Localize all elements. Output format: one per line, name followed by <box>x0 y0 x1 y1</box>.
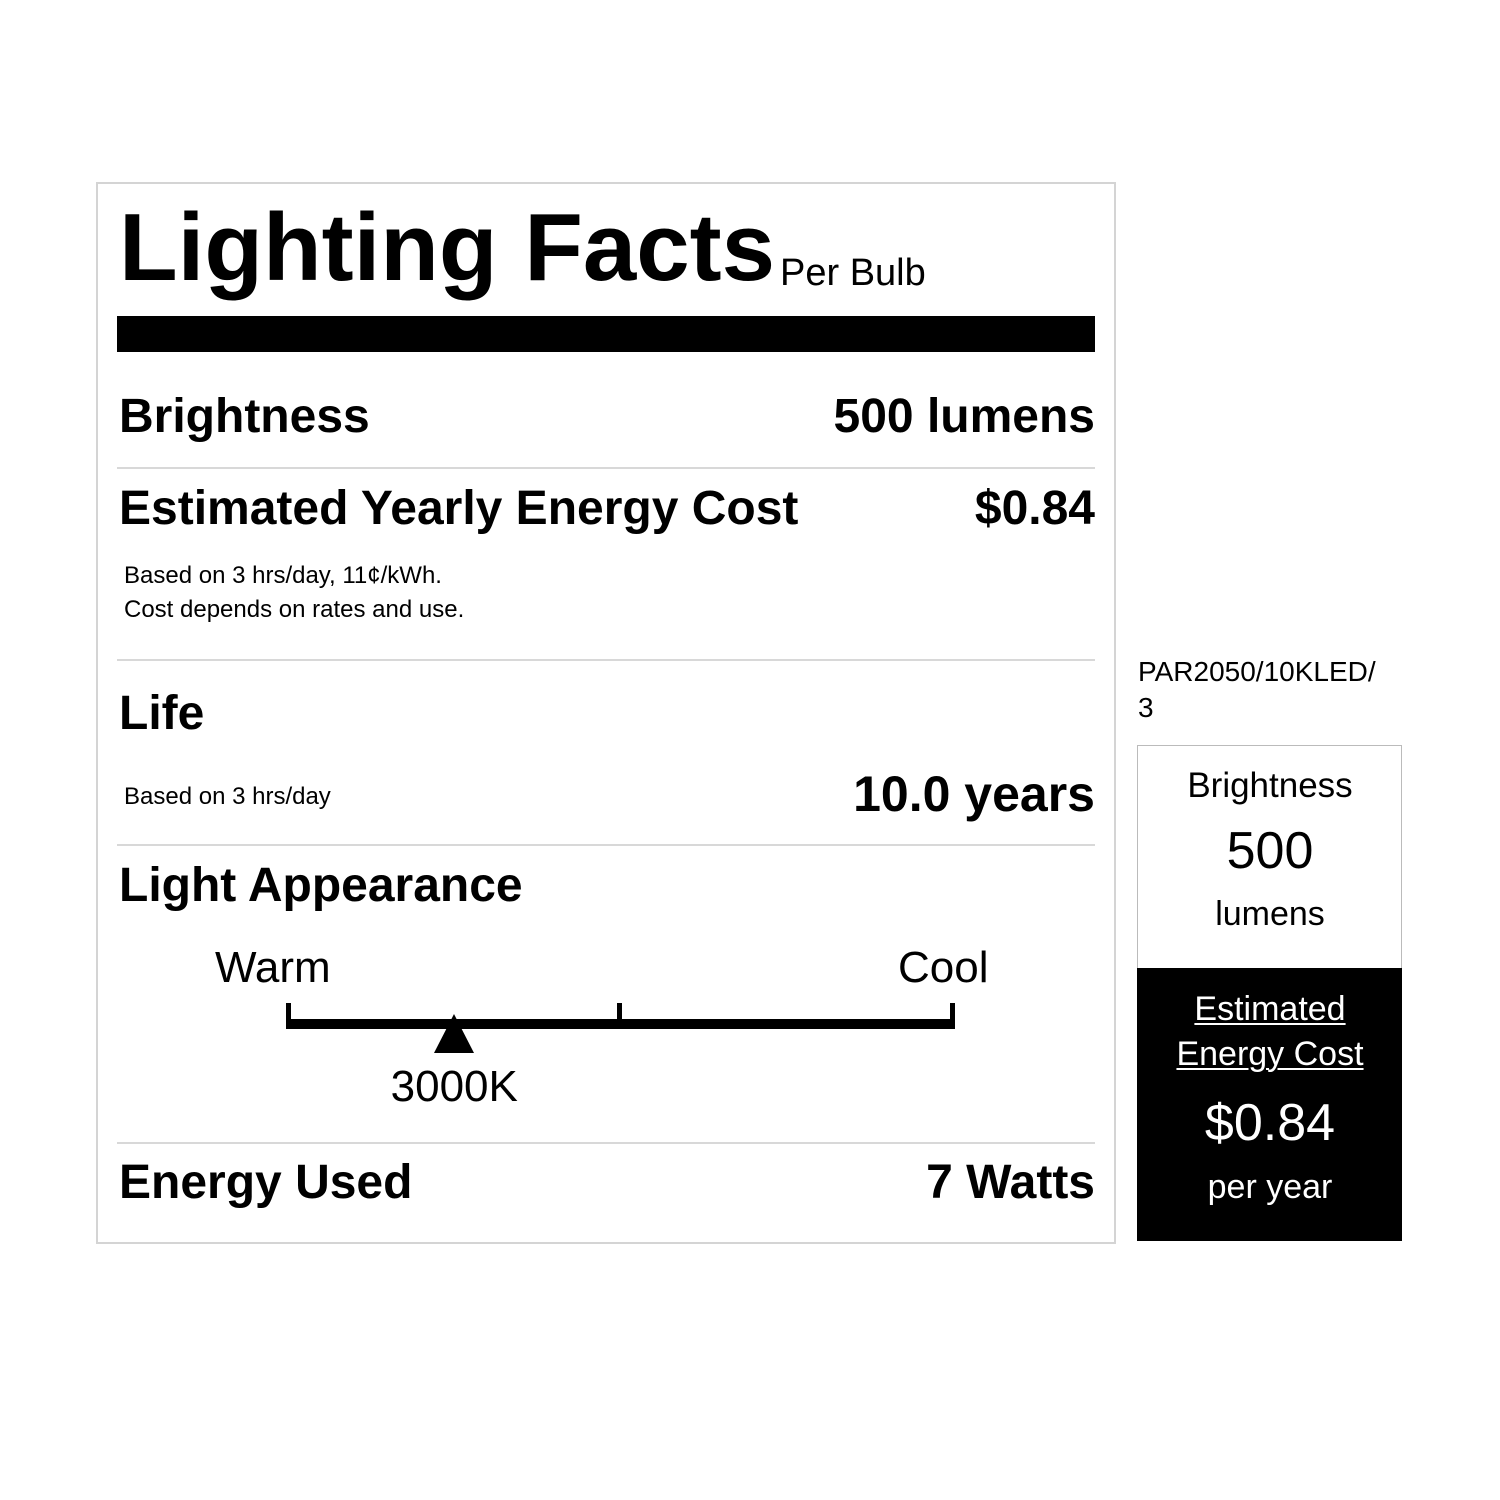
appearance-label: Light Appearance <box>119 859 523 912</box>
model-number-line-1: PAR2050/10KLED/ <box>1138 656 1376 687</box>
label-title: Lighting Facts <box>119 194 775 301</box>
side-cost-label-2: Energy Cost <box>1176 1035 1364 1073</box>
scale-tick <box>617 1003 622 1029</box>
color-temperature-value: 3000K <box>390 1062 518 1111</box>
side-brightness-unit: lumens <box>1215 895 1325 933</box>
side-brightness-panel <box>1137 745 1402 968</box>
cost-value: $0.84 <box>974 482 1095 535</box>
divider <box>117 844 1095 846</box>
scale-tick <box>286 1003 291 1029</box>
cool-label: Cool <box>898 943 989 992</box>
divider <box>117 467 1095 469</box>
side-cost-value: $0.84 <box>1204 1094 1336 1152</box>
brightness-value: 500 lumens <box>833 390 1095 443</box>
side-cost-panel <box>1137 968 1402 1241</box>
cost-label: Estimated Yearly Energy Cost <box>119 482 799 535</box>
color-temperature-marker-icon <box>434 1014 475 1053</box>
lighting-facts-label <box>96 182 1116 1244</box>
warm-label: Warm <box>215 943 331 992</box>
life-value: 10.0 years <box>853 766 1095 822</box>
energy-label: Energy Used <box>119 1156 413 1209</box>
side-brightness-label: Brightness <box>1187 766 1353 805</box>
model-number-line-2: 3 <box>1138 692 1154 723</box>
scale-tick <box>950 1003 955 1029</box>
life-note: Based on 3 hrs/day <box>124 783 331 810</box>
divider <box>117 659 1095 661</box>
divider <box>117 1142 1095 1144</box>
side-cost-unit: per year <box>1207 1168 1333 1206</box>
cost-note-1: Based on 3 hrs/day, 11¢/kWh. <box>124 562 442 589</box>
side-brightness-value: 500 <box>1226 822 1314 880</box>
side-cost-label-1: Estimated <box>1194 990 1346 1028</box>
cost-note-2: Cost depends on rates and use. <box>124 596 465 623</box>
brightness-label: Brightness <box>119 390 370 443</box>
life-label: Life <box>119 687 205 740</box>
label-subtitle: Per Bulb <box>780 252 926 294</box>
title-bar <box>117 316 1095 352</box>
energy-value: 7 Watts <box>926 1156 1095 1209</box>
